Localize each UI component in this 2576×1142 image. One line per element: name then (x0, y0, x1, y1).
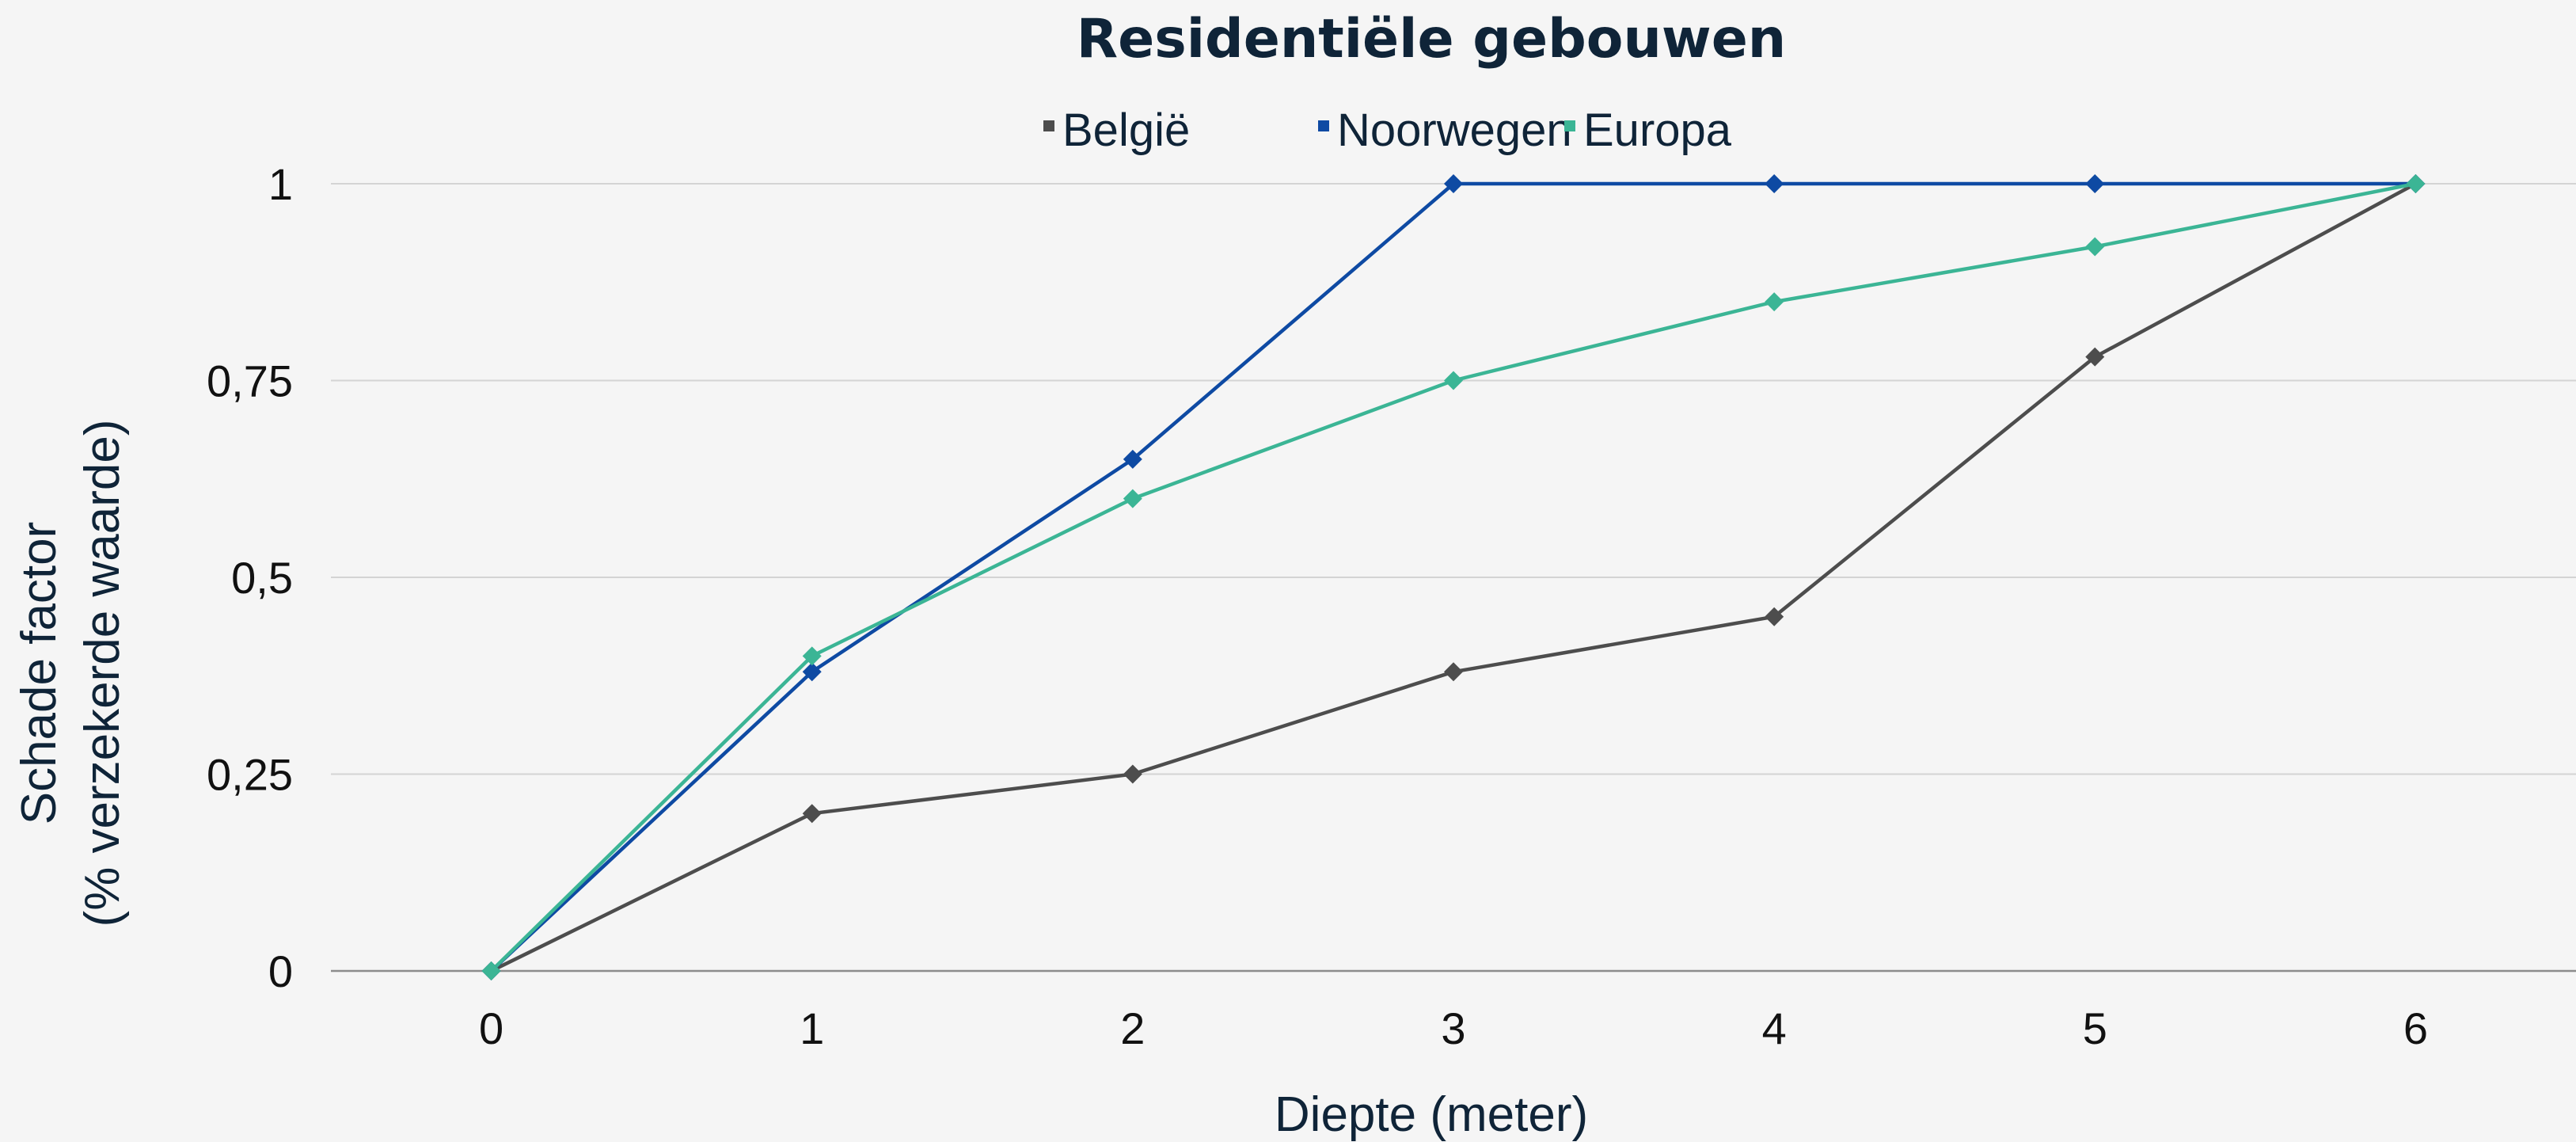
data-point-europa (1444, 371, 1463, 390)
legend-swatch-europa (1564, 120, 1575, 131)
data-point-noorwegen (1123, 449, 1142, 469)
data-point-europa (481, 961, 501, 980)
legend-swatch-belgi- (1043, 120, 1054, 131)
y-axis-title-line-1: Schade factor (12, 522, 66, 825)
data-point-belgi- (1444, 662, 1463, 682)
data-point-europa (2085, 237, 2105, 257)
y-tick-label: 0,5 (231, 553, 293, 603)
x-tick-label: 2 (1120, 1003, 1145, 1053)
gridlines (331, 183, 2576, 973)
data-point-noorwegen (2085, 174, 2105, 193)
y-tick-label: 0,25 (207, 750, 293, 800)
chart-title: Residentiële gebouwen (1077, 8, 1786, 70)
data-point-noorwegen (1444, 174, 1463, 193)
x-tick-label: 4 (1762, 1003, 1787, 1053)
data-point-belgi- (1123, 764, 1142, 784)
data-point-europa (802, 646, 822, 666)
data-point-europa (1123, 489, 1142, 508)
x-axis-ticks: 0 1 2 3 4 5 6 (479, 1003, 2428, 1053)
legend: België Noorwegen Europa (1043, 105, 1732, 156)
x-tick-label: 6 (2403, 1003, 2428, 1053)
y-axis-ticks: 0 0,25 0,5 0,75 1 (207, 159, 293, 996)
data-point-noorwegen (802, 662, 822, 682)
x-tick-label: 0 (479, 1003, 503, 1053)
data-point-belgi- (1765, 607, 1784, 626)
legend-label-belgi-: België (1062, 105, 1190, 156)
x-tick-label: 3 (1441, 1003, 1465, 1053)
y-tick-label: 0 (268, 946, 293, 996)
series-markers (481, 174, 2426, 980)
data-point-europa (1765, 292, 1784, 312)
y-tick-label: 0,75 (207, 356, 293, 406)
legend-label-noorwegen: Noorwegen (1337, 105, 1572, 156)
legend-swatch-noorwegen (1318, 120, 1329, 131)
legend-label-europa: Europa (1583, 105, 1732, 156)
data-point-belgi- (802, 804, 822, 824)
y-axis-title: Schade factor (% verzekerde waarde) (12, 420, 130, 927)
x-tick-label: 1 (800, 1003, 824, 1053)
data-point-europa (2406, 174, 2426, 193)
y-axis-title-line-2: (% verzekerde waarde) (75, 420, 130, 927)
data-point-noorwegen (1765, 174, 1784, 193)
x-axis-title: Diepte (meter) (1275, 1087, 1588, 1142)
y-tick-label: 1 (268, 159, 293, 209)
data-point-belgi- (2085, 347, 2105, 367)
x-tick-label: 5 (2083, 1003, 2107, 1053)
